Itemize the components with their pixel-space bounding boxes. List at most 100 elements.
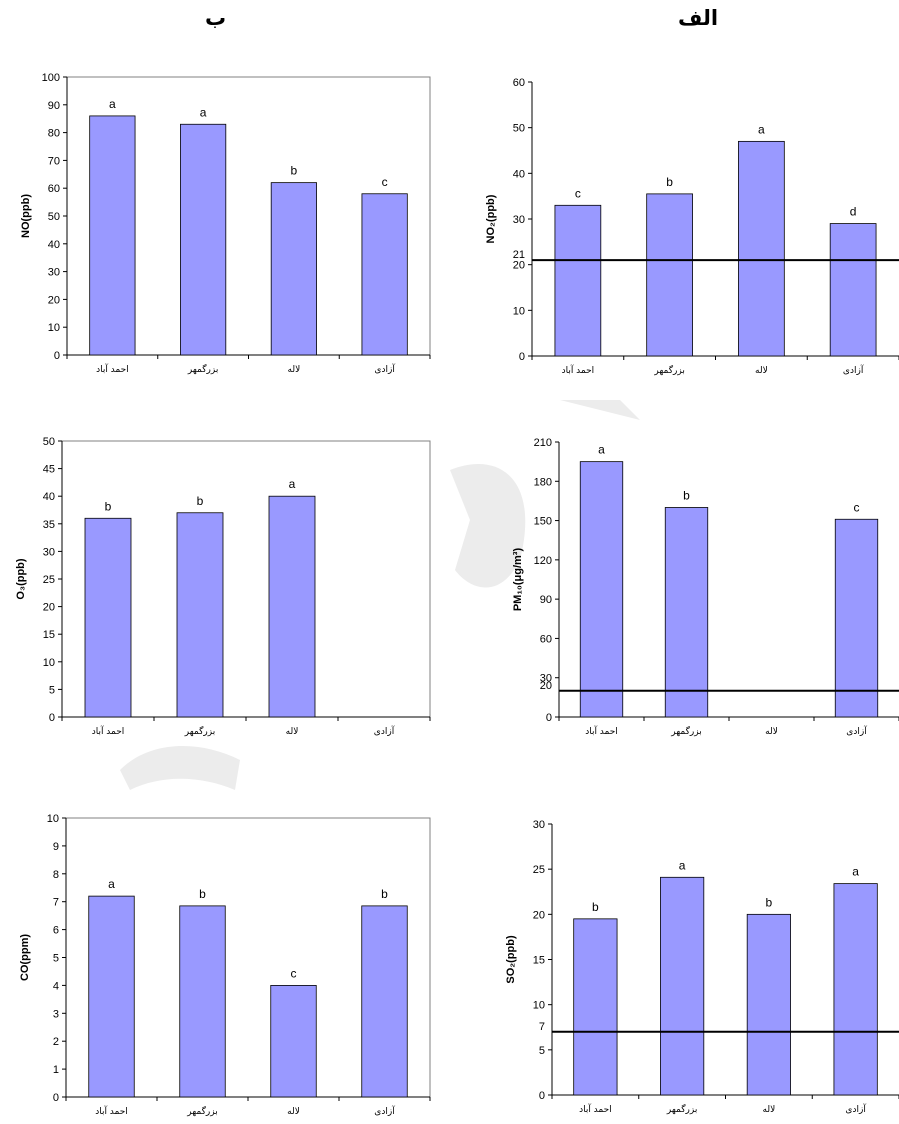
y-axis-label: SO₂(ppb) [505,935,517,984]
significance-label: b [381,887,388,901]
category-label: لاله [755,366,768,376]
reference-label: 21 [513,249,525,261]
y-tick-label: 10 [47,813,59,825]
y-tick-label: 35 [43,519,55,531]
y-tick-label: 9 [53,841,59,853]
y-tick-label: 210 [534,437,552,449]
y-tick-label: 10 [43,657,55,669]
y-tick-label: 5 [49,684,55,696]
y-axis-label: PM₁₀(μg/m³) [512,548,524,612]
y-tick-label: 120 [534,555,552,567]
y-tick-label: 10 [533,1000,545,1012]
category-label: بزرگمهر [670,725,701,737]
significance-label: a [679,858,686,872]
category-label: آزادی [843,364,864,376]
y-axis-label: O₃(ppb) [15,558,27,599]
category-label: لاله [765,727,778,737]
y-tick-label: 45 [43,464,55,476]
category-label: بزرگمهر [184,725,215,737]
y-tick-label: 15 [533,955,545,967]
y-tick-label: 20 [48,294,60,306]
y-tick-label: 0 [519,351,525,363]
significance-label: a [200,105,207,119]
y-tick-label: 15 [43,629,55,641]
significance-label: a [109,97,116,111]
y-tick-label: 100 [42,72,60,84]
y-tick-label: 50 [43,436,55,448]
y-tick-label: 0 [546,712,552,724]
y-tick-label: 40 [43,491,55,503]
y-tick-label: 0 [539,1090,545,1102]
bar-o3-1 [176,512,224,718]
y-tick-label: 25 [533,864,545,876]
y-tick-label: 30 [48,267,60,279]
y-tick-label: 50 [513,123,525,135]
y-tick-label: 2 [53,1036,59,1048]
y-tick-label: 0 [53,1092,59,1104]
y-tick-label: 20 [513,260,525,272]
bar-o3-2 [268,495,316,718]
category-label: احمد آباد [95,1105,128,1117]
bar-so2-1 [660,876,705,1096]
y-tick-label: 150 [534,516,552,528]
category-label: آزادی [374,363,395,375]
bar-no2-2 [738,140,785,357]
significance-label: b [683,488,690,502]
y-tick-label: 30 [513,214,525,226]
y-tick-label: 30 [43,546,55,558]
significance-label: d [850,205,857,219]
y-tick-label: 50 [48,211,60,223]
y-tick-label: 90 [540,594,552,606]
y-tick-label: 60 [513,77,525,89]
bar-so2-3 [833,883,878,1096]
category-label: بزرگمهر [186,1105,217,1117]
significance-label: a [852,865,859,879]
significance-label: a [289,477,296,491]
y-tick-label: 1 [53,1064,59,1076]
significance-label: a [108,877,115,891]
significance-label: b [592,900,599,914]
bar-so2-0 [573,918,618,1096]
bar-no-3 [361,193,408,356]
category-label: لاله [287,1107,300,1117]
bar-no-0 [89,115,136,356]
category-label: بزرگمهر [653,364,684,376]
significance-label: a [598,443,605,457]
category-label: آزادی [374,725,395,737]
category-label: لاله [288,365,301,375]
y-tick-label: 90 [48,100,60,112]
significance-label: a [758,122,765,136]
bar-co-0 [88,895,135,1098]
y-tick-label: 25 [43,574,55,586]
y-tick-label: 7 [53,897,59,909]
y-tick-label: 80 [48,128,60,140]
y-tick-label: 5 [53,953,59,965]
bar-co-1 [179,905,226,1098]
significance-label: b [197,494,204,508]
significance-label: b [199,887,206,901]
y-tick-label: 60 [540,633,552,645]
y-tick-label: 30 [533,819,545,831]
y-tick-label: 10 [513,305,525,317]
bar-no2-0 [554,204,602,357]
column-heading-left: ب [205,6,227,30]
bar-no2-3 [829,223,877,357]
bar-co-2 [270,985,317,1098]
significance-label: c [382,175,388,189]
column-heading-right: الف [678,6,719,30]
y-tick-label: 4 [53,980,59,992]
reference-label: 20 [540,680,552,692]
y-tick-label: 0 [54,350,60,362]
y-tick-label: 20 [533,909,545,921]
category-label: بزرگمهر [666,1103,697,1115]
y-tick-label: 6 [53,925,59,937]
bar-no2-1 [646,193,693,357]
y-tick-label: 60 [48,183,60,195]
bar-pm10-0 [579,461,624,718]
bar-no-1 [180,123,227,356]
y-axis-label: CO(ppm) [19,934,31,981]
